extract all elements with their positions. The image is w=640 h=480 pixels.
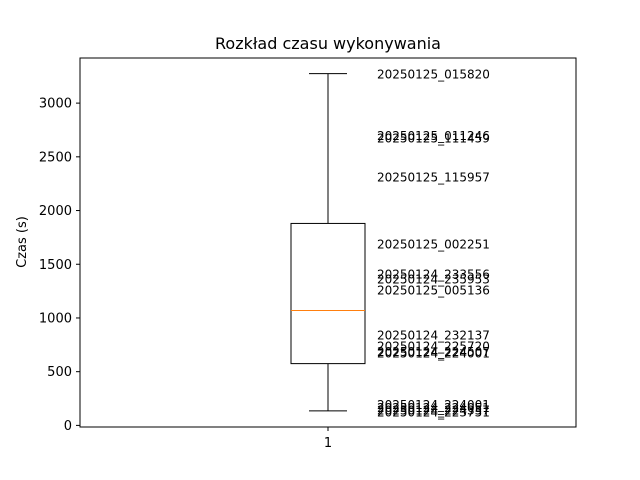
y-axis-ticks: 0 500 1000 1500 2000 2500 3000 [39, 97, 80, 434]
outlier-annotation-label: 20250124_224507 [377, 345, 490, 359]
outlier-annotation-label: 20250125_111459 [377, 132, 490, 146]
y-tick-label: 2000 [39, 204, 72, 219]
x-axis-ticks: 1 [324, 427, 332, 451]
outlier-annotation-label: 20250124_233556 [377, 267, 490, 281]
outlier-annotation-label: 20250125_115957 [377, 171, 490, 185]
y-axis-label: Czas (s) [15, 216, 30, 268]
outlier-annotation-label: 20250125_015820 [377, 68, 490, 82]
outlier-annotation-label: 20250125_002251 [377, 237, 490, 251]
outlier-annotation-label: 20250124_225720 [377, 339, 490, 353]
outlier-annotation-label: 20250124_224001 [377, 398, 490, 412]
outlier-annotation-label: 20250124_232137 [377, 329, 490, 343]
y-tick-label: 2500 [39, 150, 72, 165]
y-tick-label: 500 [47, 365, 72, 380]
y-tick-label: 1000 [39, 311, 72, 326]
y-tick-label: 1500 [39, 258, 72, 273]
box-series [290, 73, 366, 412]
outlier-annotation-label: 20250124_224357 [377, 403, 490, 417]
outlier-annotation-label: 20250124_224051 [377, 401, 490, 415]
outlier-annotation-label: 20250124_235953 [377, 272, 490, 286]
y-tick-label: 0 [64, 419, 72, 434]
outlier-annotation-label: 20250125_011246 [377, 129, 490, 143]
outlier-annotation-label: 20250124_224001 [377, 346, 490, 360]
x-tick-label: 1 [324, 436, 332, 451]
y-tick-label: 3000 [39, 97, 72, 112]
outlier-annotations: 20250125_01582020250125_01124620250125_1… [377, 68, 490, 420]
chart-title: Rozkład czasu wykonywania [215, 34, 441, 53]
outlier-annotation-label: 20250124_223751 [377, 405, 490, 419]
outlier-annotation-label: 20250125_005136 [377, 284, 490, 298]
box-iqr [290, 222, 366, 365]
